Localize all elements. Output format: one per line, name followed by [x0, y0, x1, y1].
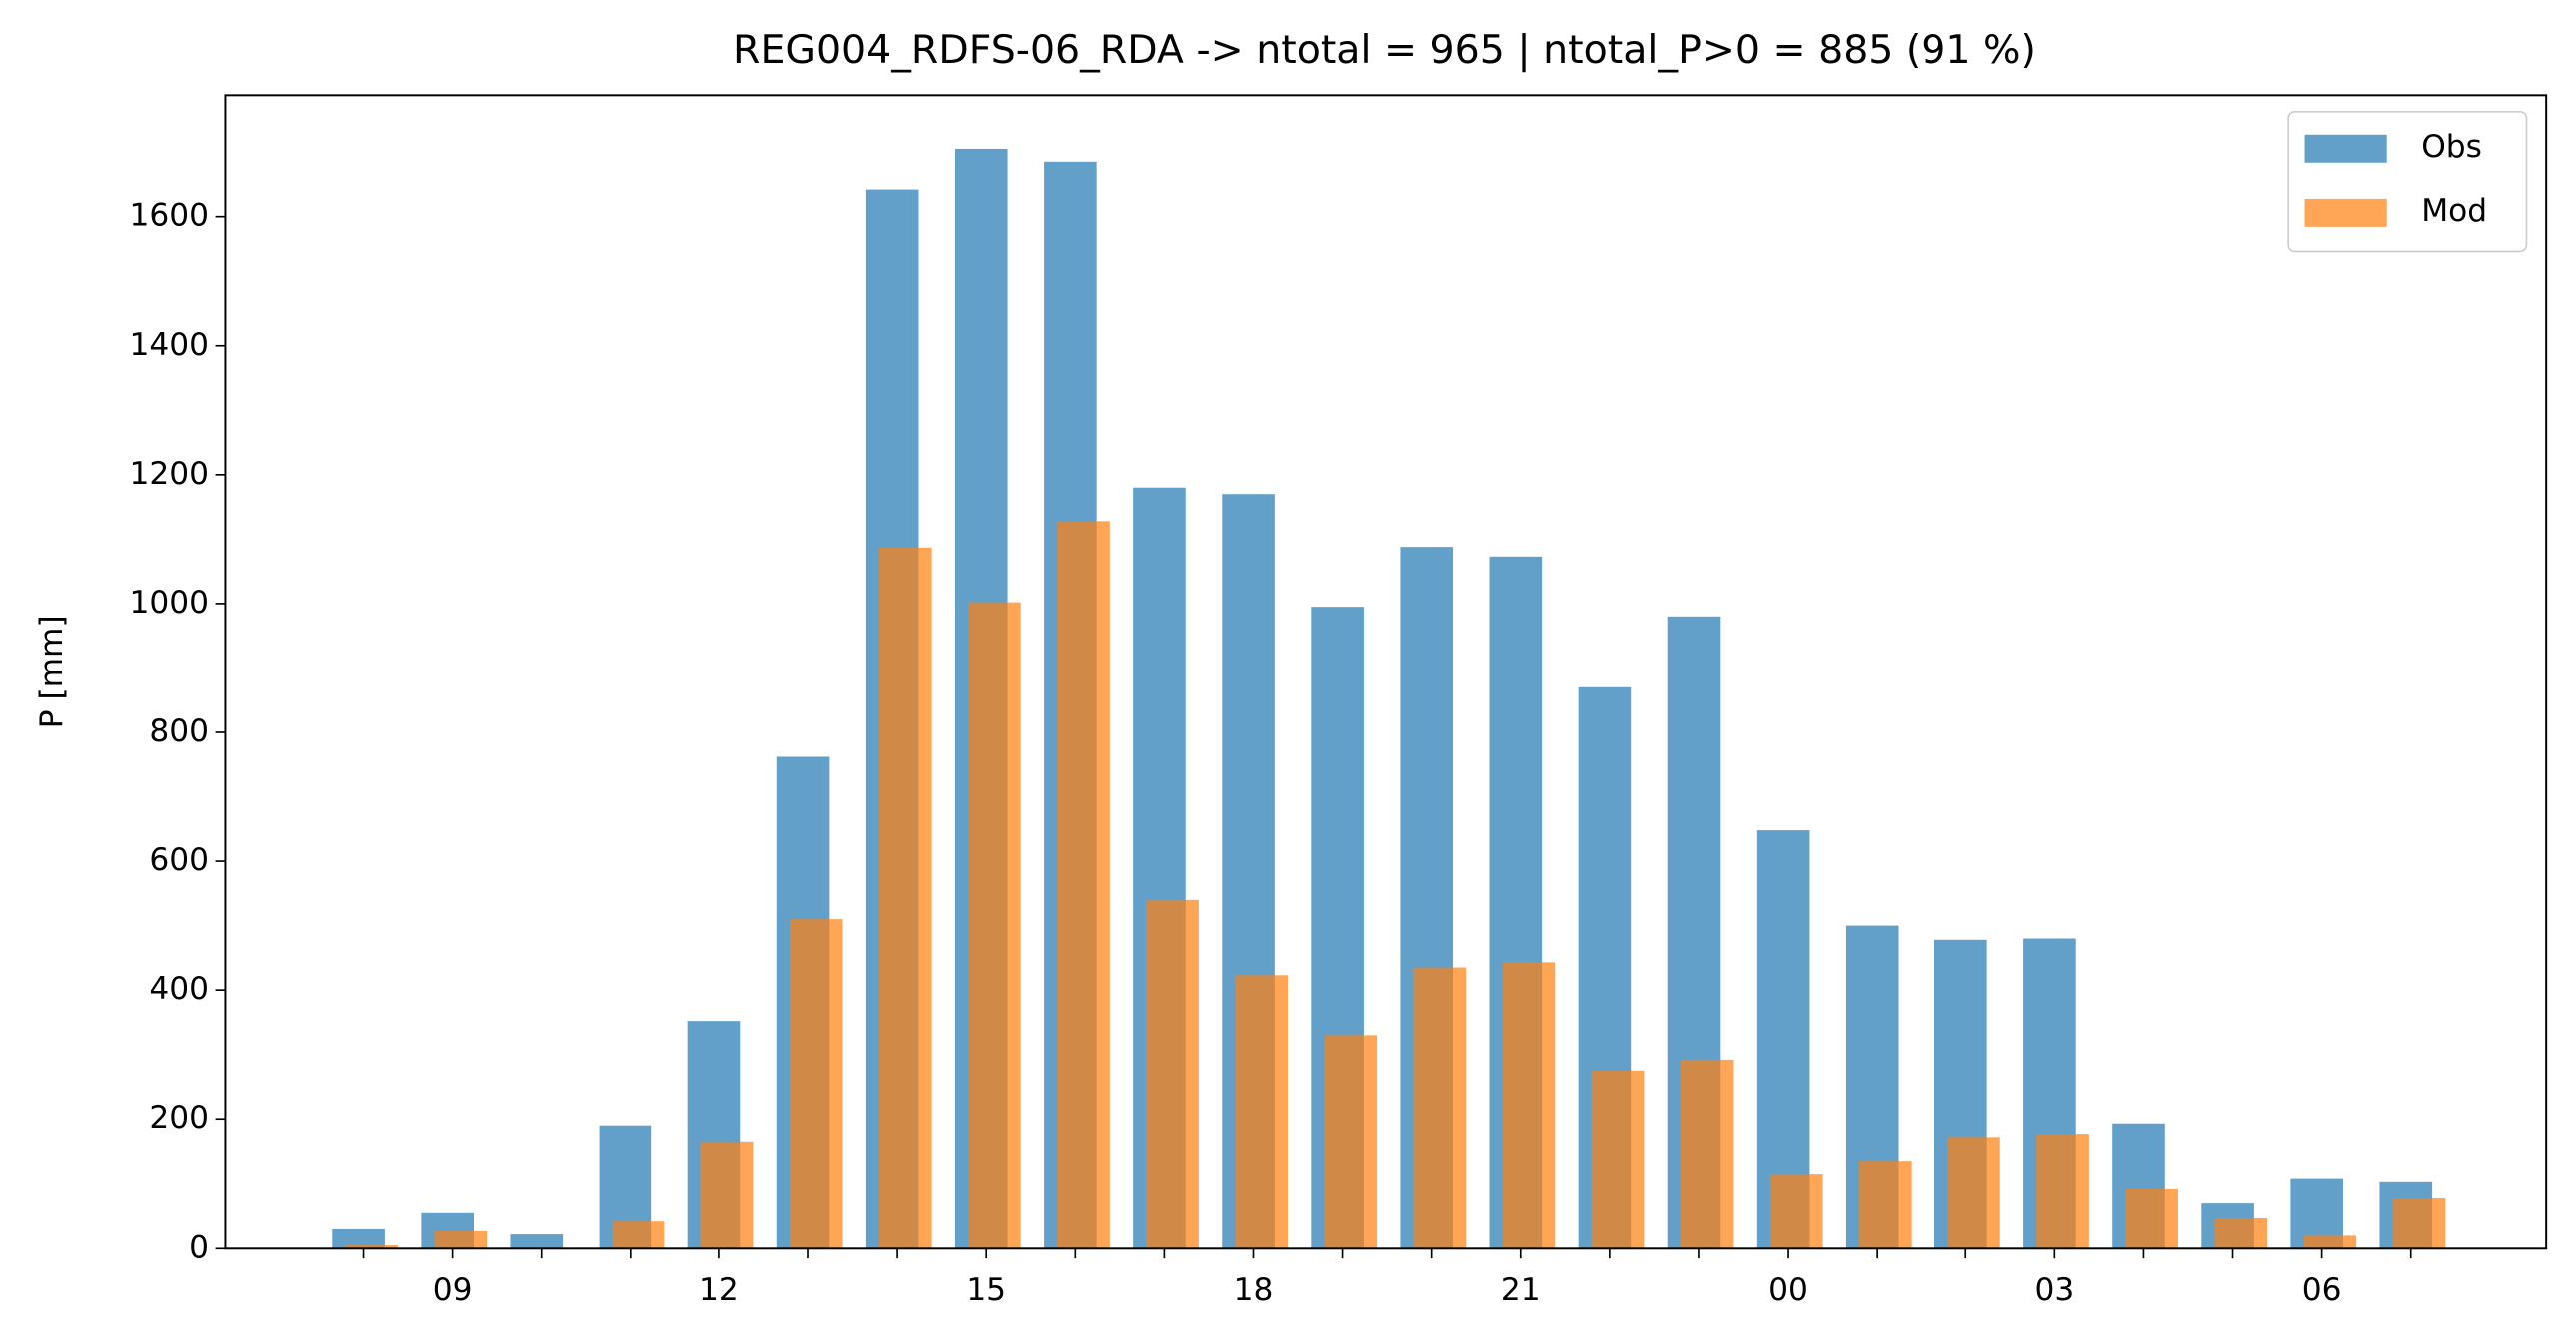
- bar: [1947, 1137, 2000, 1249]
- y-tick-label: 800: [149, 713, 209, 749]
- y-axis-label: P [mm]: [34, 615, 70, 728]
- y-tick-label: 200: [149, 1100, 209, 1136]
- bar: [1591, 1070, 1645, 1249]
- chart-title: REG004_RDFS-06_RDA -> ntotal = 965 | nto…: [733, 27, 2036, 73]
- x-tick-label: 06: [2302, 1272, 2342, 1308]
- legend-box: [2287, 110, 2528, 253]
- y-tick-label: 0: [189, 1229, 209, 1265]
- bar: [968, 602, 1021, 1249]
- bar: [2125, 1188, 2178, 1249]
- bar: [345, 1245, 399, 1249]
- legend-swatch: [2304, 134, 2387, 163]
- bar: [1235, 975, 1288, 1249]
- x-tick-label: 09: [433, 1272, 473, 1308]
- bar: [2303, 1235, 2357, 1249]
- bar: [1324, 1035, 1378, 1249]
- x-tick-label: 21: [1501, 1272, 1541, 1308]
- bar: [2036, 1134, 2089, 1249]
- x-tick-label: 00: [1768, 1272, 1808, 1308]
- bar: [434, 1230, 488, 1249]
- bar: [2214, 1217, 2268, 1249]
- bar: [1413, 967, 1467, 1249]
- bar: [1502, 962, 1556, 1249]
- bar: [879, 547, 932, 1249]
- bar: [1146, 899, 1199, 1249]
- x-tick-label: 15: [966, 1272, 1006, 1308]
- legend-label: Obs: [2421, 129, 2482, 165]
- bar: [1859, 1161, 1912, 1249]
- bar: [332, 1228, 385, 1249]
- y-tick-label: 1000: [130, 585, 209, 621]
- bar: [1769, 1174, 1823, 1249]
- legend-swatch: [2304, 198, 2387, 227]
- y-tick-label: 400: [149, 971, 209, 1007]
- x-tick-label: 18: [1234, 1272, 1274, 1308]
- bar: [1057, 521, 1110, 1249]
- bar: [612, 1221, 665, 1249]
- bar: [510, 1234, 564, 1249]
- bar: [2392, 1197, 2446, 1249]
- x-tick-label: 12: [699, 1272, 739, 1308]
- y-tick-label: 1400: [130, 327, 209, 363]
- y-tick-label: 1200: [130, 456, 209, 492]
- y-tick-label: 1600: [130, 198, 209, 234]
- bar: [700, 1141, 754, 1249]
- bar: [1680, 1059, 1734, 1249]
- plot-frame: [224, 94, 2548, 1250]
- legend: Obs Mod: [2287, 110, 2528, 253]
- legend-label: Mod: [2421, 193, 2487, 229]
- y-tick-label: 600: [149, 842, 209, 878]
- x-tick-label: 03: [2034, 1272, 2074, 1308]
- bar: [789, 919, 843, 1249]
